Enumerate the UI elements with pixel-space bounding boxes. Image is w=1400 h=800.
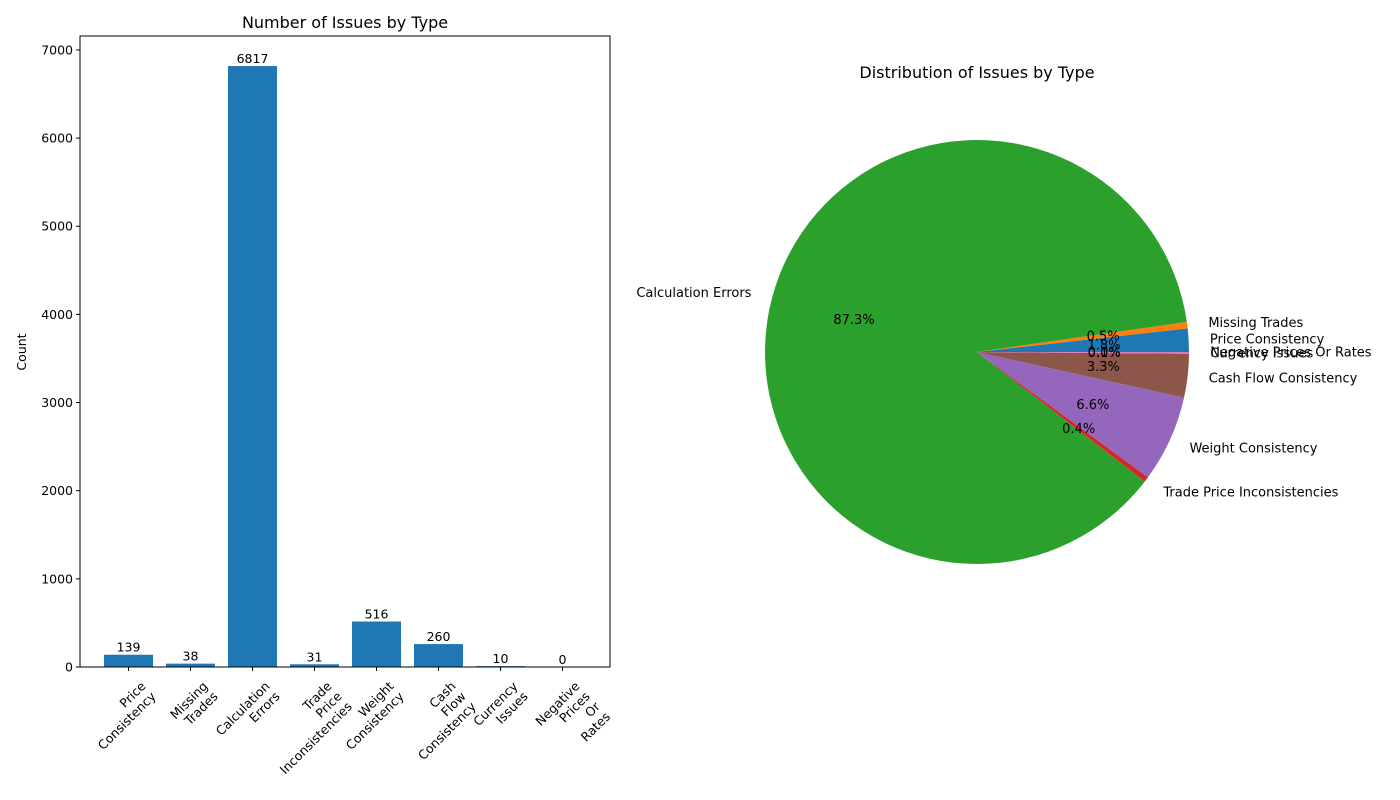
y-axis-ticks: 0 1000 2000 3000 4000 5000 6000 7000 (41, 42, 80, 675)
bar-value-label: 516 (365, 607, 389, 622)
bars (104, 66, 525, 668)
pie-percent-label: 0.0% (1088, 346, 1121, 361)
bar-value-label: 38 (183, 649, 199, 664)
pie-slice-label: Calculation Errors (636, 286, 751, 301)
y-tick-label: 5000 (41, 219, 73, 234)
pie-chart: Distribution of Issues by Type Price Con… (636, 63, 1372, 564)
bar-value-label: 0 (559, 652, 567, 667)
pie-slice-label: Price Consistency (1210, 332, 1325, 347)
pie-percent-label: 1.8% (1087, 338, 1120, 353)
pie-percent-label: 0.1% (1088, 346, 1121, 361)
pie-slice-label: Currency Issues (1210, 346, 1313, 361)
pie-percent-label: 0.5% (1087, 329, 1120, 344)
pie-chart-title: Distribution of Issues by Type (859, 63, 1094, 82)
bar-value-label: 6817 (237, 51, 269, 66)
pie-slice (977, 352, 1185, 478)
y-tick-label: 3000 (41, 395, 73, 410)
bar-chart-title: Number of Issues by Type (242, 13, 448, 32)
y-tick-label: 7000 (41, 42, 73, 57)
pie-slice-label: Negative Prices Or Rates (1210, 346, 1372, 361)
bar (414, 644, 463, 667)
bar (228, 66, 277, 668)
bar-value-label: 139 (117, 640, 141, 655)
pie-percent-label: 0.4% (1062, 422, 1095, 437)
bar (166, 663, 215, 667)
pie-slice-label: Missing Trades (1208, 316, 1303, 331)
y-tick-label: 4000 (41, 307, 73, 322)
pie-percent-label: 6.6% (1076, 398, 1109, 413)
pie-percent-label: 3.3% (1087, 360, 1120, 375)
bar-value-label: 260 (427, 629, 451, 644)
pie-slice (977, 352, 1189, 354)
bar-data-labels: 139 38 6817 31 516 260 10 0 (117, 51, 567, 667)
bar (352, 621, 401, 667)
pie-slice-label: Weight Consistency (1189, 442, 1317, 457)
pie-slice-label: Cash Flow Consistency (1209, 372, 1358, 387)
pie-slice-label: Trade Price Inconsistencies (1162, 486, 1338, 501)
pie-percent-labels: 1.8%0.5% 87.3% 0.4% 6.6% 3.3%0.1%0.0% (833, 313, 1120, 437)
pie-slice (765, 139, 1187, 564)
y-axis-label: Count (14, 333, 29, 370)
y-tick-label: 1000 (41, 571, 73, 586)
pie-slices (765, 139, 1189, 564)
bar-value-label: 31 (307, 649, 323, 664)
pie-slice (977, 328, 1189, 352)
y-tick-label: 2000 (41, 483, 73, 498)
bar (290, 664, 339, 667)
pie-slice (977, 352, 1189, 398)
y-tick-label: 6000 (41, 131, 73, 146)
y-tick-label: 0 (65, 660, 73, 675)
pie-percent-label: 87.3% (833, 313, 874, 328)
plot-frame (79, 35, 611, 668)
pie-slice (977, 352, 1149, 482)
pie-slice (977, 321, 1188, 352)
bar-value-label: 10 (493, 651, 509, 666)
bar (104, 654, 153, 667)
